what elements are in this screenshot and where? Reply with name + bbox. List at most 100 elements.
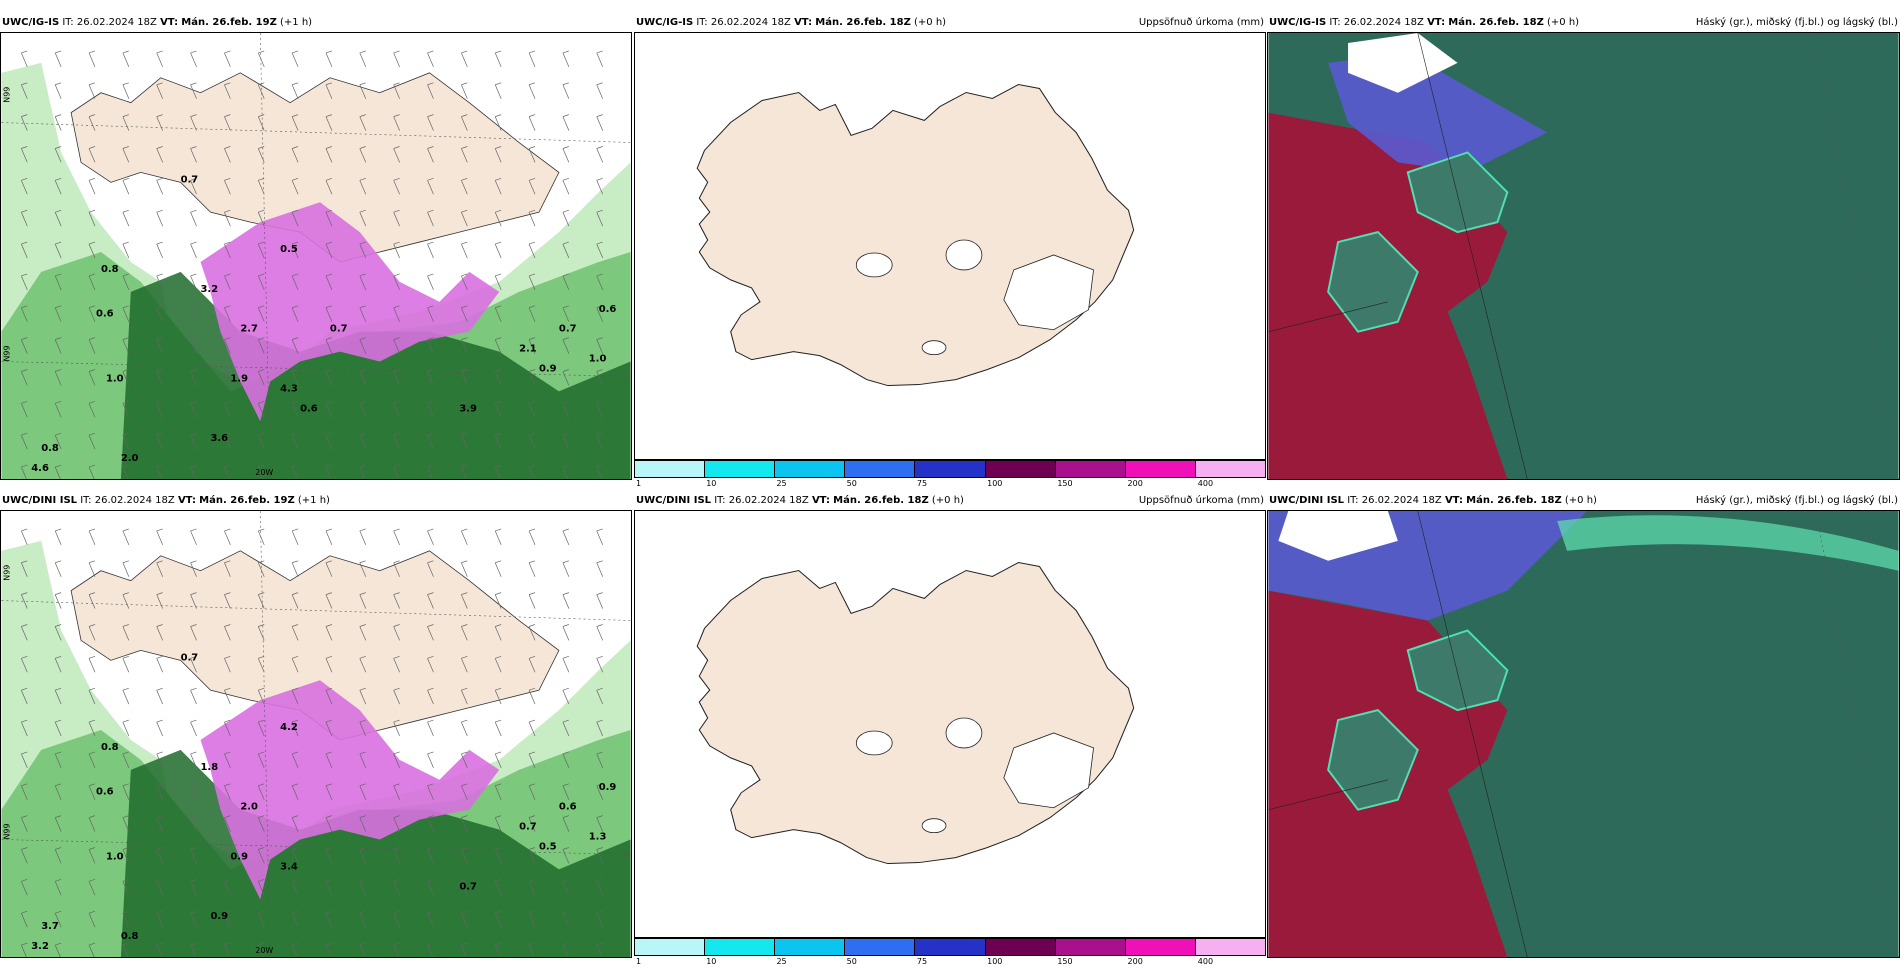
- cloud-edge-band: [1557, 515, 1899, 571]
- cloud-map-svg: [1268, 511, 1899, 957]
- colorbar-tick: 50: [846, 957, 857, 966]
- cloud-cell: [1327, 709, 1419, 811]
- panel-title: UWC/DINI ISL IT: 26.02.2024 18Z VT: Mán.…: [1269, 492, 1597, 510]
- colorbar-tick: 100: [987, 479, 1003, 488]
- accum-map-svg: [635, 40, 1265, 452]
- init-label: IT:: [80, 495, 92, 506]
- cloud-cell: [1327, 231, 1419, 333]
- lat-label: N99: [2, 565, 11, 581]
- precip-value-label: 0.6: [300, 403, 318, 414]
- precip-value-label: 0.6: [96, 787, 114, 798]
- precip-value-label: 0.8: [101, 264, 119, 275]
- colorbar-segment: [635, 939, 706, 955]
- init-label: IT:: [714, 495, 726, 506]
- colorbar-tick: 400: [1197, 957, 1214, 966]
- model-name: UWC/IG-IS: [636, 17, 694, 28]
- panel-title: UWC/IG-IS IT: 26.02.2024 18Z VT: Mán. 26…: [1269, 14, 1579, 32]
- glacier-myrdalsjokull: [921, 340, 947, 356]
- colorbar-tick: 10: [706, 479, 717, 488]
- lead-time: (+0 h): [914, 17, 947, 28]
- lead-time: (+0 h): [1564, 495, 1597, 506]
- precip-heavy-area: [120, 271, 631, 479]
- cloud-cell: [1406, 151, 1509, 234]
- init-time: 26.02.2024 18Z: [1343, 17, 1424, 28]
- precip-value-label: 0.7: [181, 652, 199, 663]
- precip-value-label: 0.8: [121, 931, 139, 942]
- map-frame: [1267, 32, 1900, 480]
- panel-header: UWC/IG-IS IT: 26.02.2024 18Z VT: Mán. 26…: [1267, 14, 1900, 32]
- precip-extreme-band: [200, 202, 500, 422]
- precip-value-label: 0.7: [181, 174, 199, 185]
- precip-value-label: 4.2: [280, 722, 298, 733]
- init-time: 26.02.2024 18Z: [94, 495, 175, 506]
- colorbar-tick: 25: [776, 957, 787, 966]
- init-time: 26.02.2024 18Z: [76, 17, 157, 28]
- precip-value-label: 2.0: [240, 802, 258, 813]
- lon-label: 20W: [255, 468, 273, 477]
- map-frame: [1267, 510, 1900, 958]
- colorbar-segment: [635, 461, 706, 477]
- lead-time: (+0 h): [1547, 17, 1580, 28]
- colorbar-segment: [1195, 939, 1265, 955]
- model-name: UWC/IG-IS: [1269, 17, 1327, 28]
- colorbar-tick: 150: [1057, 479, 1073, 488]
- colorbar-segment: [915, 461, 986, 477]
- precip-value-label: 0.9: [230, 851, 248, 862]
- panel-title: UWC/IG-IS IT: 26.02.2024 18Z VT: Mán. 26…: [2, 14, 312, 32]
- init-label: IT:: [62, 17, 74, 28]
- model-name: UWC/DINI ISL: [2, 495, 78, 506]
- colorbar-tick: 50: [846, 479, 857, 488]
- precip-value-label: 3.2: [201, 284, 219, 295]
- valid-time: Mán. 26.feb. 18Z: [1466, 495, 1562, 506]
- panel-header: UWC/DINI ISL IT: 26.02.2024 18Z VT: Mán.…: [1267, 492, 1900, 510]
- model-name: UWC/DINI ISL: [636, 495, 712, 506]
- precip-value-label: 0.6: [599, 304, 617, 315]
- precip-value-label: 1.3: [589, 832, 607, 843]
- colorbar-segment: [705, 939, 776, 955]
- precip-value-label: 0.7: [559, 324, 577, 335]
- map-panel-dini-precip: UWC/DINI ISL IT: 26.02.2024 18Z VT: Mán.…: [0, 492, 632, 970]
- precip-extreme-band: [200, 680, 500, 900]
- precip-value-label: 2.1: [519, 344, 537, 355]
- panel-title: UWC/DINI ISL IT: 26.02.2024 18Z VT: Mán.…: [2, 492, 330, 510]
- lat-label: N99: [2, 345, 11, 361]
- valid-label: VT:: [811, 495, 830, 506]
- colorbar-segment: [775, 461, 846, 477]
- colorbar-tick: 150: [1057, 957, 1073, 966]
- glacier-hofsjokull: [855, 730, 893, 756]
- map-panel-dini-accum: UWC/DINI ISL IT: 26.02.2024 18Z VT: Mán.…: [634, 492, 1266, 970]
- valid-time: Mán. 26.feb. 18Z: [833, 495, 929, 506]
- precip-value-label: 1.8: [201, 762, 219, 773]
- field-title: Uppsöfnuð úrkoma (mm): [1138, 495, 1264, 506]
- precip-value-label: 0.5: [280, 244, 298, 255]
- panel-title: UWC/IG-IS IT: 26.02.2024 18Z VT: Mán. 26…: [636, 14, 946, 32]
- lead-time: (+0 h): [931, 495, 964, 506]
- map-frame: [634, 32, 1266, 460]
- valid-time: Mán. 26.feb. 18Z: [1448, 17, 1544, 28]
- field-title: Uppsöfnuð úrkoma (mm): [1138, 17, 1264, 28]
- panel-header: UWC/IG-IS IT: 26.02.2024 18Z VT: Mán. 26…: [0, 14, 632, 32]
- precip-heavy-area: [120, 749, 631, 957]
- precip-value-label: 1.9: [230, 373, 248, 384]
- valid-time: Mán. 26.feb. 19Z: [199, 495, 295, 506]
- precip-colorbar: [634, 460, 1266, 478]
- colorbar-segment: [1195, 461, 1265, 477]
- precip-value-label: 0.6: [559, 802, 577, 813]
- colorbar-segment: [985, 939, 1056, 955]
- panel-header: UWC/IG-IS IT: 26.02.2024 18Z VT: Mán. 26…: [634, 14, 1266, 32]
- colorbar-segment: [845, 939, 916, 955]
- model-name: UWC/DINI ISL: [1269, 495, 1345, 506]
- colorbar-segment: [915, 939, 986, 955]
- colorbar-tick: 25: [776, 479, 787, 488]
- precip-value-label: 0.6: [96, 309, 114, 320]
- lat-label: N99: [2, 87, 11, 103]
- colorbar-tick: 75: [916, 957, 928, 966]
- colorbar-tick: 1: [636, 479, 642, 488]
- valid-label: VT:: [1444, 495, 1463, 506]
- precip-value-label: 0.7: [459, 881, 477, 892]
- precip-value-label: 0.8: [101, 742, 119, 753]
- precip-value-label: 0.5: [539, 841, 557, 852]
- colorbar-tick: 200: [1127, 957, 1143, 966]
- clear-area: [1348, 33, 1458, 93]
- lon-label: 20W: [255, 946, 273, 955]
